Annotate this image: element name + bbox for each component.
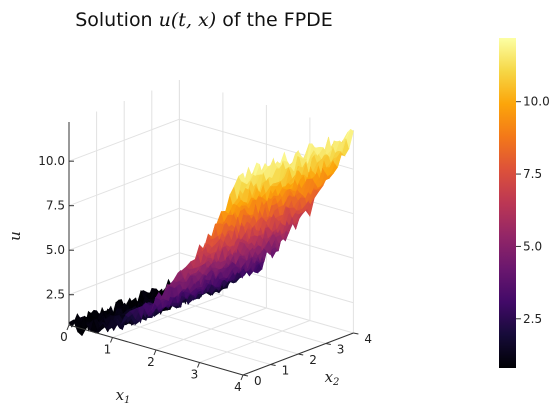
y-tick-label: 4 bbox=[364, 332, 372, 346]
y-axis-label: x2 bbox=[325, 368, 340, 388]
y-axis-label-sub: 2 bbox=[332, 377, 339, 388]
z-tick-label: 5.0 bbox=[46, 243, 65, 257]
x-tick-label: 3 bbox=[191, 368, 199, 382]
x-axis-label-sub: 1 bbox=[124, 395, 130, 405]
x-tick-label: 4 bbox=[234, 380, 242, 394]
y-tick-mark bbox=[242, 374, 249, 377]
grid-line bbox=[199, 320, 311, 363]
y-tick-label: 0 bbox=[254, 374, 262, 388]
surface-cell bbox=[238, 172, 247, 183]
title-math: u(t, x) bbox=[159, 9, 217, 31]
x-tick-mark bbox=[240, 374, 244, 381]
y-tick-label: 2 bbox=[309, 353, 317, 367]
x-tick-mark bbox=[110, 337, 113, 343]
grid-line bbox=[68, 207, 180, 251]
x-tick-label: 1 bbox=[104, 343, 112, 357]
title-suffix: of the FPDE bbox=[216, 9, 333, 31]
title-prefix: Solution bbox=[75, 9, 158, 31]
surface bbox=[68, 128, 354, 337]
y-tick-mark bbox=[353, 332, 359, 335]
x-tick-label: 0 bbox=[60, 330, 68, 344]
grid-line bbox=[68, 163, 180, 207]
x-axis-label: x1 bbox=[116, 386, 131, 405]
y-tick-mark bbox=[270, 364, 276, 366]
grid-line bbox=[68, 252, 180, 296]
x-axis-label-main: x bbox=[116, 386, 125, 404]
x-tick-mark bbox=[197, 362, 200, 368]
z-tick-label: 10.0 bbox=[38, 154, 65, 168]
axes-3d bbox=[68, 80, 354, 376]
z-axis-label: u bbox=[6, 231, 24, 241]
z-tick-label: 2.5 bbox=[46, 288, 65, 302]
chart-title: Solution u(t, x) of the FPDE bbox=[75, 9, 333, 31]
colorbar-ticks: 2.5 5.0 7.5 10.0 bbox=[516, 95, 550, 326]
y-tick-mark bbox=[298, 353, 304, 356]
x-tick-label: 2 bbox=[147, 355, 155, 369]
colorbar bbox=[499, 38, 516, 368]
colorbar-tick-label: 7.5 bbox=[523, 167, 542, 181]
x-tick-mark bbox=[153, 349, 157, 356]
y-axis-label-main: x bbox=[325, 368, 334, 386]
grid-line bbox=[68, 118, 180, 162]
y-tick-label: 1 bbox=[282, 364, 290, 378]
x-tick-mark bbox=[66, 324, 70, 331]
y-tick-label: 3 bbox=[337, 343, 345, 357]
z-tick-label: 7.5 bbox=[46, 199, 65, 213]
colorbar-tick-label: 10.0 bbox=[523, 95, 550, 109]
y-tick-mark bbox=[325, 343, 331, 345]
colorbar-tick-label: 5.0 bbox=[523, 239, 542, 253]
colorbar-tick-label: 2.5 bbox=[523, 312, 542, 326]
